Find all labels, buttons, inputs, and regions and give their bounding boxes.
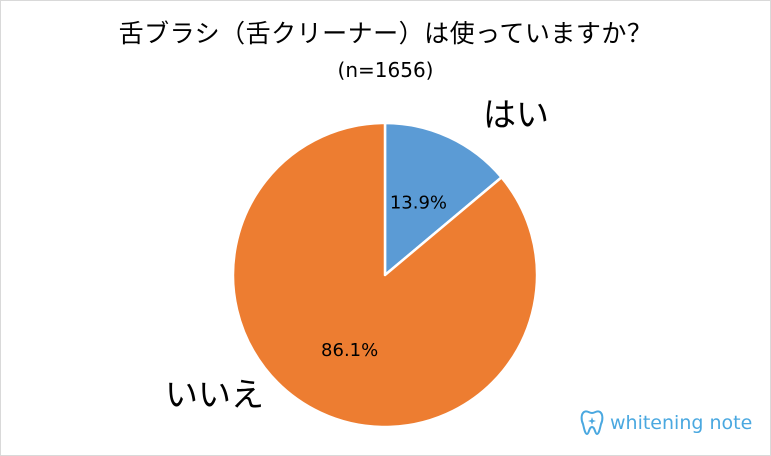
chart-title: 舌ブラシ（舌クリーナー）は使っていますか？ — [118, 19, 653, 48]
slice-category-label-yes: はい — [483, 95, 549, 134]
slice-value-label-yes: 13.9% — [390, 192, 447, 213]
slice-category-label-no: いいえ — [165, 375, 264, 414]
pie-slice-no — [231, 121, 539, 429]
tooth-sparkle-icon — [580, 410, 604, 435]
chart-subtitle: (n=1656) — [337, 58, 434, 82]
slice-value-label-no: 86.1% — [321, 340, 378, 361]
brand-logo: whitening note — [580, 408, 752, 438]
brand-name: whitening note — [610, 412, 753, 434]
pie-slice-yes — [383, 121, 503, 277]
